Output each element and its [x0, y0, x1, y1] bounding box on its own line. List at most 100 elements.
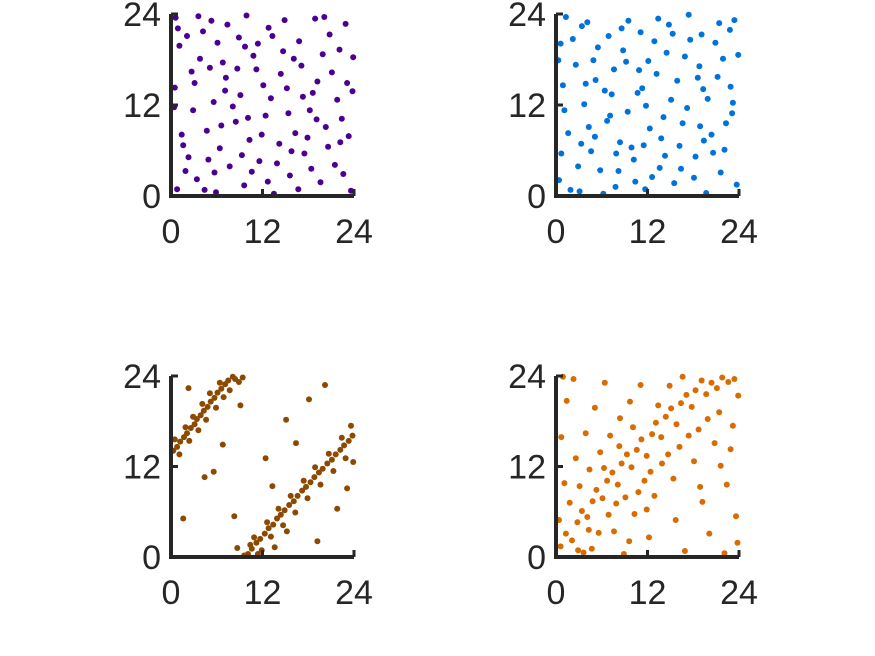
scatter-point	[219, 441, 226, 448]
scatter-point	[349, 432, 356, 439]
scatter-point	[317, 481, 324, 488]
scatter-point	[185, 385, 192, 392]
scatter-point	[210, 468, 217, 475]
scatter-point	[309, 89, 316, 96]
scatter-point	[674, 77, 681, 84]
x-tick-label: 24	[335, 213, 373, 251]
scatter-point	[615, 168, 622, 174]
scatter-point	[311, 474, 318, 481]
scatter-point	[203, 127, 210, 134]
scatter-point	[334, 96, 341, 103]
scatter-point	[692, 153, 699, 160]
scatter-point	[561, 107, 568, 114]
y-tick-label: 12	[123, 87, 161, 125]
scatter-point	[283, 416, 290, 423]
scatter-point	[304, 134, 311, 141]
x-tick-label: 12	[244, 213, 282, 251]
scatter-point	[735, 392, 742, 399]
scatter-point	[637, 382, 644, 388]
scatter-point	[265, 525, 272, 532]
scatter-point	[633, 446, 640, 453]
scatter-point	[668, 96, 675, 103]
scatter-panel-top-left: 0 12 24 0 12 24	[123, 0, 373, 251]
scatter-point	[558, 434, 565, 441]
scatter-point	[723, 481, 730, 488]
axis-lines	[169, 376, 354, 559]
scatter-point	[195, 13, 202, 20]
scatter-point	[345, 437, 352, 444]
scatter-point	[322, 124, 329, 130]
scatter-point	[246, 136, 253, 143]
scatter-point	[211, 394, 218, 401]
scatter-point	[574, 519, 581, 526]
scatter-point	[199, 400, 206, 407]
scatter-point	[638, 436, 645, 443]
scatter-point	[565, 130, 572, 137]
scatter-point	[627, 398, 633, 405]
scatter-point	[726, 26, 733, 33]
scatter-point	[200, 407, 207, 414]
scatter-point	[345, 133, 352, 140]
scatter-point	[562, 530, 569, 537]
scatter-point	[605, 33, 612, 39]
scatter-point	[558, 150, 565, 157]
scatter-point	[226, 387, 233, 394]
scatter-point	[681, 53, 688, 60]
scatter-point	[264, 178, 271, 185]
scatter-point	[706, 530, 713, 537]
scatter-point	[605, 511, 612, 518]
scatter-point	[201, 186, 208, 193]
scatter-point	[692, 387, 699, 394]
scatter-point	[270, 521, 277, 528]
scatter-point	[206, 390, 213, 397]
scatter-point	[293, 440, 299, 447]
scatter-point	[589, 498, 596, 505]
scatter-point	[229, 103, 236, 110]
scatter-point	[257, 535, 264, 542]
scatter-point	[591, 133, 598, 140]
scatter-point	[662, 413, 669, 420]
scatter-point	[340, 171, 347, 177]
scatter-point	[569, 537, 575, 544]
scatter-point	[274, 515, 280, 522]
scatter-point	[219, 59, 226, 66]
scatter-point	[176, 451, 183, 458]
scatter-point	[261, 530, 268, 537]
scatter-point	[350, 459, 357, 465]
scatter-point	[336, 46, 343, 53]
scatter-point	[653, 70, 660, 77]
scatter-point	[696, 63, 703, 70]
scatter-point	[666, 382, 673, 389]
scatter-point	[237, 402, 244, 409]
scatter-point	[637, 29, 644, 36]
scatter-point	[582, 430, 589, 437]
scatter-point	[698, 377, 705, 384]
scatter-point	[636, 67, 643, 74]
scatter-point	[613, 500, 620, 507]
scatter-point	[231, 513, 238, 520]
scatter-point	[695, 426, 702, 433]
scatter-point	[708, 131, 715, 138]
scatter-point	[277, 511, 284, 518]
scatter-point	[184, 33, 190, 39]
scatter-point	[174, 443, 181, 450]
scatter-point	[663, 49, 670, 56]
scatter-point	[672, 517, 679, 523]
scatter-point	[643, 102, 649, 109]
scatter-point	[225, 377, 232, 384]
scatter-point	[238, 152, 245, 159]
scatter-point	[330, 468, 337, 474]
scatter-point	[312, 15, 319, 22]
scatter-point	[283, 85, 290, 92]
scatter-point	[609, 469, 616, 476]
scatter-panel-top-right: 0 12 24 0 12 24	[508, 0, 758, 251]
scatter-point	[708, 379, 715, 386]
scatter-point	[632, 178, 639, 185]
scatter-point	[620, 47, 627, 54]
scatter-point	[299, 93, 306, 100]
scatter-point	[334, 505, 341, 512]
scatter-point	[314, 538, 321, 545]
scatter-point	[685, 11, 692, 18]
scatter-point	[679, 120, 686, 127]
scatter-point	[688, 403, 695, 410]
